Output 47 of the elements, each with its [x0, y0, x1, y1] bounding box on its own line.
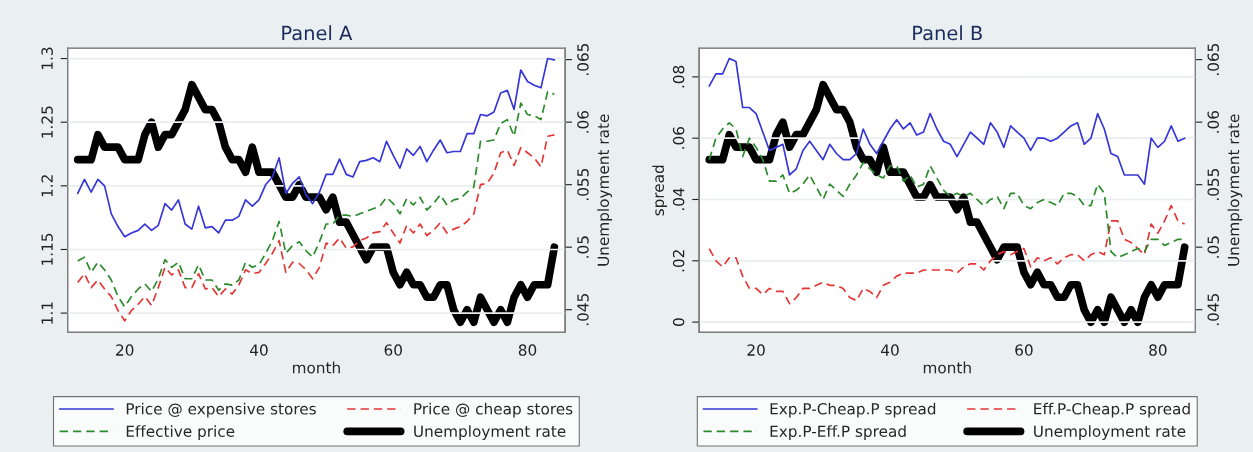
y-tick-label: 1.2: [41, 175, 53, 197]
y-tick-label: 0: [672, 318, 685, 326]
y2-tick-label: .06: [1207, 110, 1219, 133]
x-tick-label: 60: [1015, 344, 1033, 356]
y2-tick-label: .055: [1207, 168, 1219, 201]
legend-label: Unemployment rate: [1034, 425, 1186, 440]
x-tick-label: 40: [881, 344, 899, 356]
x-tick-label: 20: [747, 344, 765, 356]
y2-tick-label: .045: [1207, 294, 1219, 326]
y-tick-label: .02: [672, 250, 685, 272]
y2-tick-label: .06: [577, 110, 589, 133]
y-axis-title: spread: [652, 165, 668, 216]
x-tick-label: 80: [1149, 344, 1167, 356]
y2-tick-label: .05: [1207, 236, 1219, 258]
chart-title: Panel A: [282, 25, 353, 41]
line-series: [76, 57, 556, 238]
y2-tick-label: .065: [577, 43, 589, 75]
x-tick-label: 60: [384, 344, 402, 356]
y-tick-label: .08: [672, 65, 685, 88]
y2-tick-label: .05: [577, 236, 589, 258]
y-tick-label: 1.25: [41, 106, 53, 138]
chart-title: Panel B: [913, 25, 982, 41]
x-axis-title: month: [292, 361, 340, 374]
y2-tick-label: .065: [1207, 43, 1219, 75]
y2-tick-label: .055: [577, 168, 589, 201]
x-tick-label: 80: [518, 344, 537, 356]
legend-label: Effective price: [126, 425, 235, 440]
x-tick-label: 40: [250, 344, 268, 356]
y-tick-label: 1.3: [41, 47, 53, 70]
y2-axis-title: Unemployment rate: [1227, 114, 1243, 266]
legend-label: Eff.P-Cheap.P spread: [1034, 402, 1190, 418]
x-tick-label: 20: [116, 344, 134, 356]
y-tick-label: .06: [672, 126, 685, 149]
y2-axis-title: Unemployment rate: [597, 114, 613, 266]
legend-label: Price @ expensive stores: [126, 402, 316, 418]
legend-label: Exp.P-Eff.P spread: [770, 425, 906, 440]
x-axis-title: month: [923, 361, 971, 374]
y-tick-label: 1.1: [41, 302, 53, 324]
legend-label: Price @ cheap stores: [414, 402, 573, 418]
legend-label: Unemployment rate: [414, 425, 566, 440]
line-series: [708, 57, 1186, 185]
line-series: [708, 204, 1186, 305]
legend-label: Exp.P-Cheap.P spread: [770, 402, 936, 418]
line-series: [76, 134, 556, 322]
y2-tick-label: .045: [577, 294, 589, 326]
y-tick-label: .04: [672, 188, 685, 210]
y-tick-label: 1.15: [41, 233, 53, 265]
